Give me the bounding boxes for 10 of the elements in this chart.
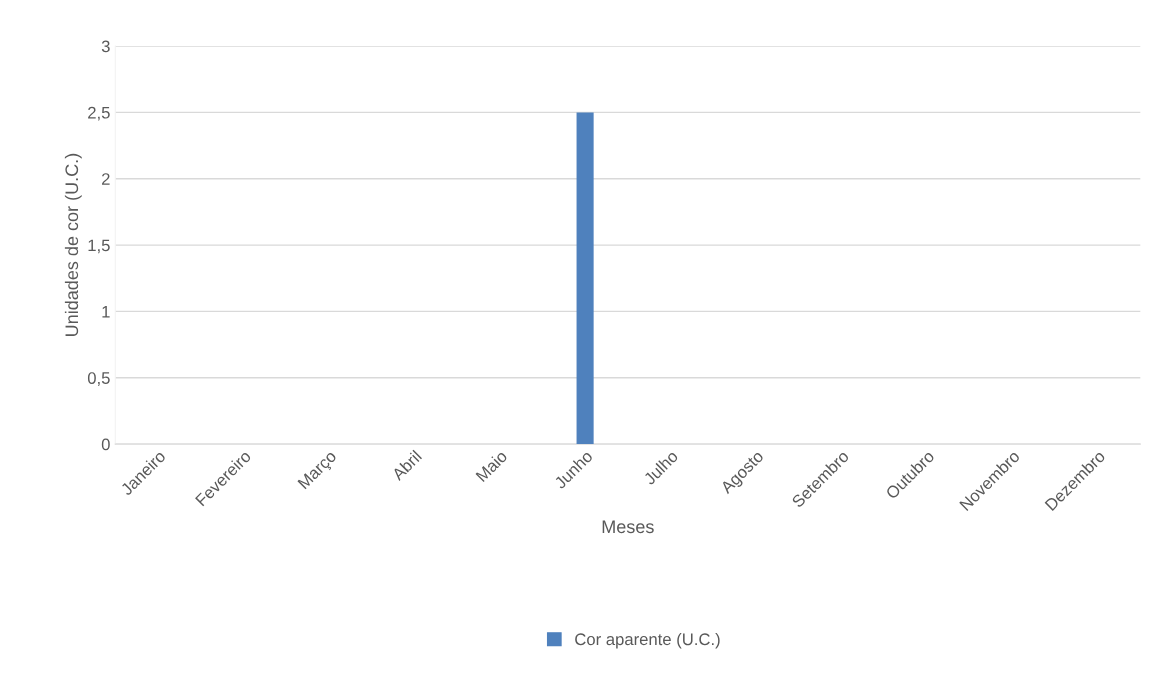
legend-label: Cor aparente (U.C.) xyxy=(575,632,720,649)
x-axis-title: Meses xyxy=(602,520,654,534)
y-tick-label: 2,5 xyxy=(88,106,110,121)
y-axis-title: Unidades de cor (U.C.) xyxy=(64,153,82,336)
y-tick-label: 3 xyxy=(101,40,110,53)
y-tick-label: 0 xyxy=(101,438,110,451)
y-tick-label: 0,5 xyxy=(87,372,110,386)
y-tick-label: 2 xyxy=(102,173,110,185)
y-tick-label: 1 xyxy=(102,305,110,318)
y-tick-label: 1,5 xyxy=(88,239,110,254)
